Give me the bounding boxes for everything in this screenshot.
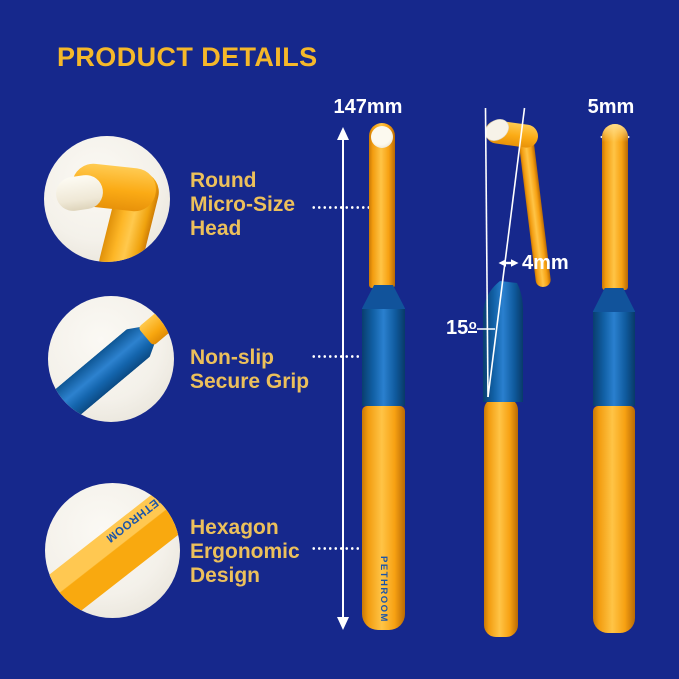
- page-title: PRODUCT DETAILS: [57, 42, 318, 72]
- front-brush-neck: [369, 123, 395, 288]
- feature-label-line: Micro-Size: [190, 193, 296, 216]
- neck-width-arrowhead-left: [498, 259, 506, 267]
- front-brush-grip-collar: [362, 285, 405, 311]
- feature-label-hexagon: Hexagon Ergonomic Design: [190, 516, 300, 588]
- grip-art: [48, 296, 174, 422]
- angled-brush-bristle-tip: [485, 119, 509, 141]
- angle-label: 15o: [446, 317, 478, 339]
- back-brush-handle: [593, 406, 635, 633]
- feature-label-line: Secure Grip: [190, 370, 310, 393]
- feature-label-line: Head: [190, 217, 242, 240]
- feature-label-round-head: Round Micro-Size Head: [190, 169, 295, 241]
- angled-brush-handle: [484, 398, 518, 637]
- feature-label-line: Hexagon: [190, 516, 279, 539]
- feature-photo-grip: [48, 296, 174, 422]
- neck-width-label: 4mm: [522, 252, 569, 274]
- hexagon-handle-art: PETHROOM: [45, 483, 180, 618]
- front-brush-grip: [362, 309, 405, 406]
- angled-brush-graphic: [477, 107, 551, 637]
- feature-photo-hexagon-handle: PETHROOM: [45, 483, 180, 618]
- angled-brush-neck: [518, 135, 551, 287]
- grip-blue-art: [48, 320, 160, 422]
- front-brush-bristle-tip: [371, 126, 393, 148]
- degree-ordinal: o: [468, 317, 478, 333]
- length-dimension-arrow: [337, 127, 349, 630]
- angle-line-vertical: [484, 107, 489, 398]
- feature-label-line: Non-slip: [190, 346, 274, 369]
- feature-label-line: Design: [190, 564, 261, 587]
- angled-brush-grip: [483, 281, 524, 402]
- feature-label-line: Ergonomic: [190, 540, 300, 563]
- feature-photo-round-head: [44, 136, 170, 262]
- front-brush-brand-text: PETHROOM: [378, 556, 389, 623]
- feature-label-grip: Non-slip Secure Grip: [190, 346, 309, 394]
- angle-line-axis: [487, 107, 526, 398]
- front-brush-handle: [362, 406, 405, 630]
- head-width-label: 5mm: [587, 96, 635, 118]
- back-brush-grip: [593, 312, 635, 406]
- back-brush-neck: [602, 124, 628, 290]
- total-length-label: 147mm: [333, 96, 403, 118]
- back-brush-grip-collar: [593, 288, 635, 314]
- handle-end-cap-art: [45, 582, 69, 618]
- neck-width-arrowhead-right: [511, 259, 519, 267]
- brand-text: PETHROOM: [103, 491, 167, 545]
- back-brush-rounded-top: [602, 124, 628, 144]
- feature-label-line: Round: [190, 169, 257, 192]
